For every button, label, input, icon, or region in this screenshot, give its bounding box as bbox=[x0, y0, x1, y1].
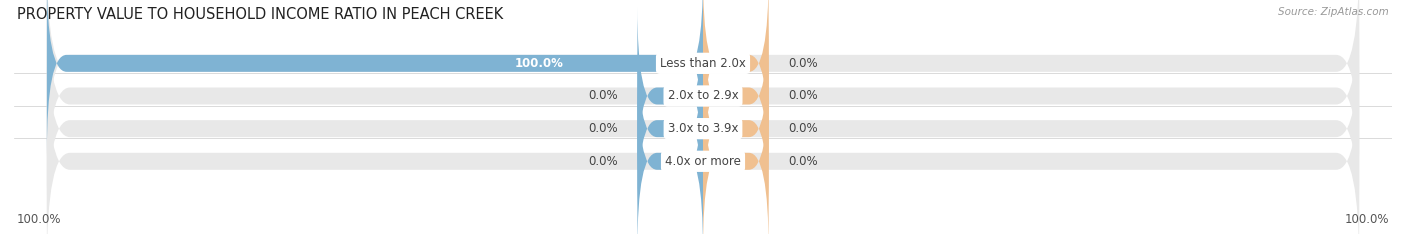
Text: 2.0x to 2.9x: 2.0x to 2.9x bbox=[668, 89, 738, 102]
Text: Less than 2.0x: Less than 2.0x bbox=[659, 57, 747, 70]
FancyBboxPatch shape bbox=[46, 23, 1360, 234]
Text: 0.0%: 0.0% bbox=[588, 122, 617, 135]
Text: 4.0x or more: 4.0x or more bbox=[665, 155, 741, 168]
Text: 100.0%: 100.0% bbox=[1344, 213, 1389, 227]
Text: 3.0x to 3.9x: 3.0x to 3.9x bbox=[668, 122, 738, 135]
Text: Source: ZipAtlas.com: Source: ZipAtlas.com bbox=[1278, 7, 1389, 17]
Text: 100.0%: 100.0% bbox=[515, 57, 564, 70]
FancyBboxPatch shape bbox=[703, 0, 769, 153]
FancyBboxPatch shape bbox=[46, 0, 703, 153]
Text: 0.0%: 0.0% bbox=[789, 57, 818, 70]
FancyBboxPatch shape bbox=[703, 7, 769, 186]
FancyBboxPatch shape bbox=[46, 0, 1360, 202]
FancyBboxPatch shape bbox=[46, 0, 1360, 169]
FancyBboxPatch shape bbox=[703, 39, 769, 218]
Legend: Without Mortgage, With Mortgage: Without Mortgage, With Mortgage bbox=[579, 231, 827, 234]
Text: 0.0%: 0.0% bbox=[789, 89, 818, 102]
FancyBboxPatch shape bbox=[46, 55, 1360, 234]
FancyBboxPatch shape bbox=[637, 7, 703, 186]
Text: 100.0%: 100.0% bbox=[17, 213, 62, 227]
FancyBboxPatch shape bbox=[637, 39, 703, 218]
FancyBboxPatch shape bbox=[703, 72, 769, 234]
Text: 0.0%: 0.0% bbox=[789, 155, 818, 168]
Text: 0.0%: 0.0% bbox=[588, 155, 617, 168]
Text: PROPERTY VALUE TO HOUSEHOLD INCOME RATIO IN PEACH CREEK: PROPERTY VALUE TO HOUSEHOLD INCOME RATIO… bbox=[17, 7, 503, 22]
Text: 0.0%: 0.0% bbox=[588, 89, 617, 102]
FancyBboxPatch shape bbox=[637, 72, 703, 234]
Text: 0.0%: 0.0% bbox=[789, 122, 818, 135]
